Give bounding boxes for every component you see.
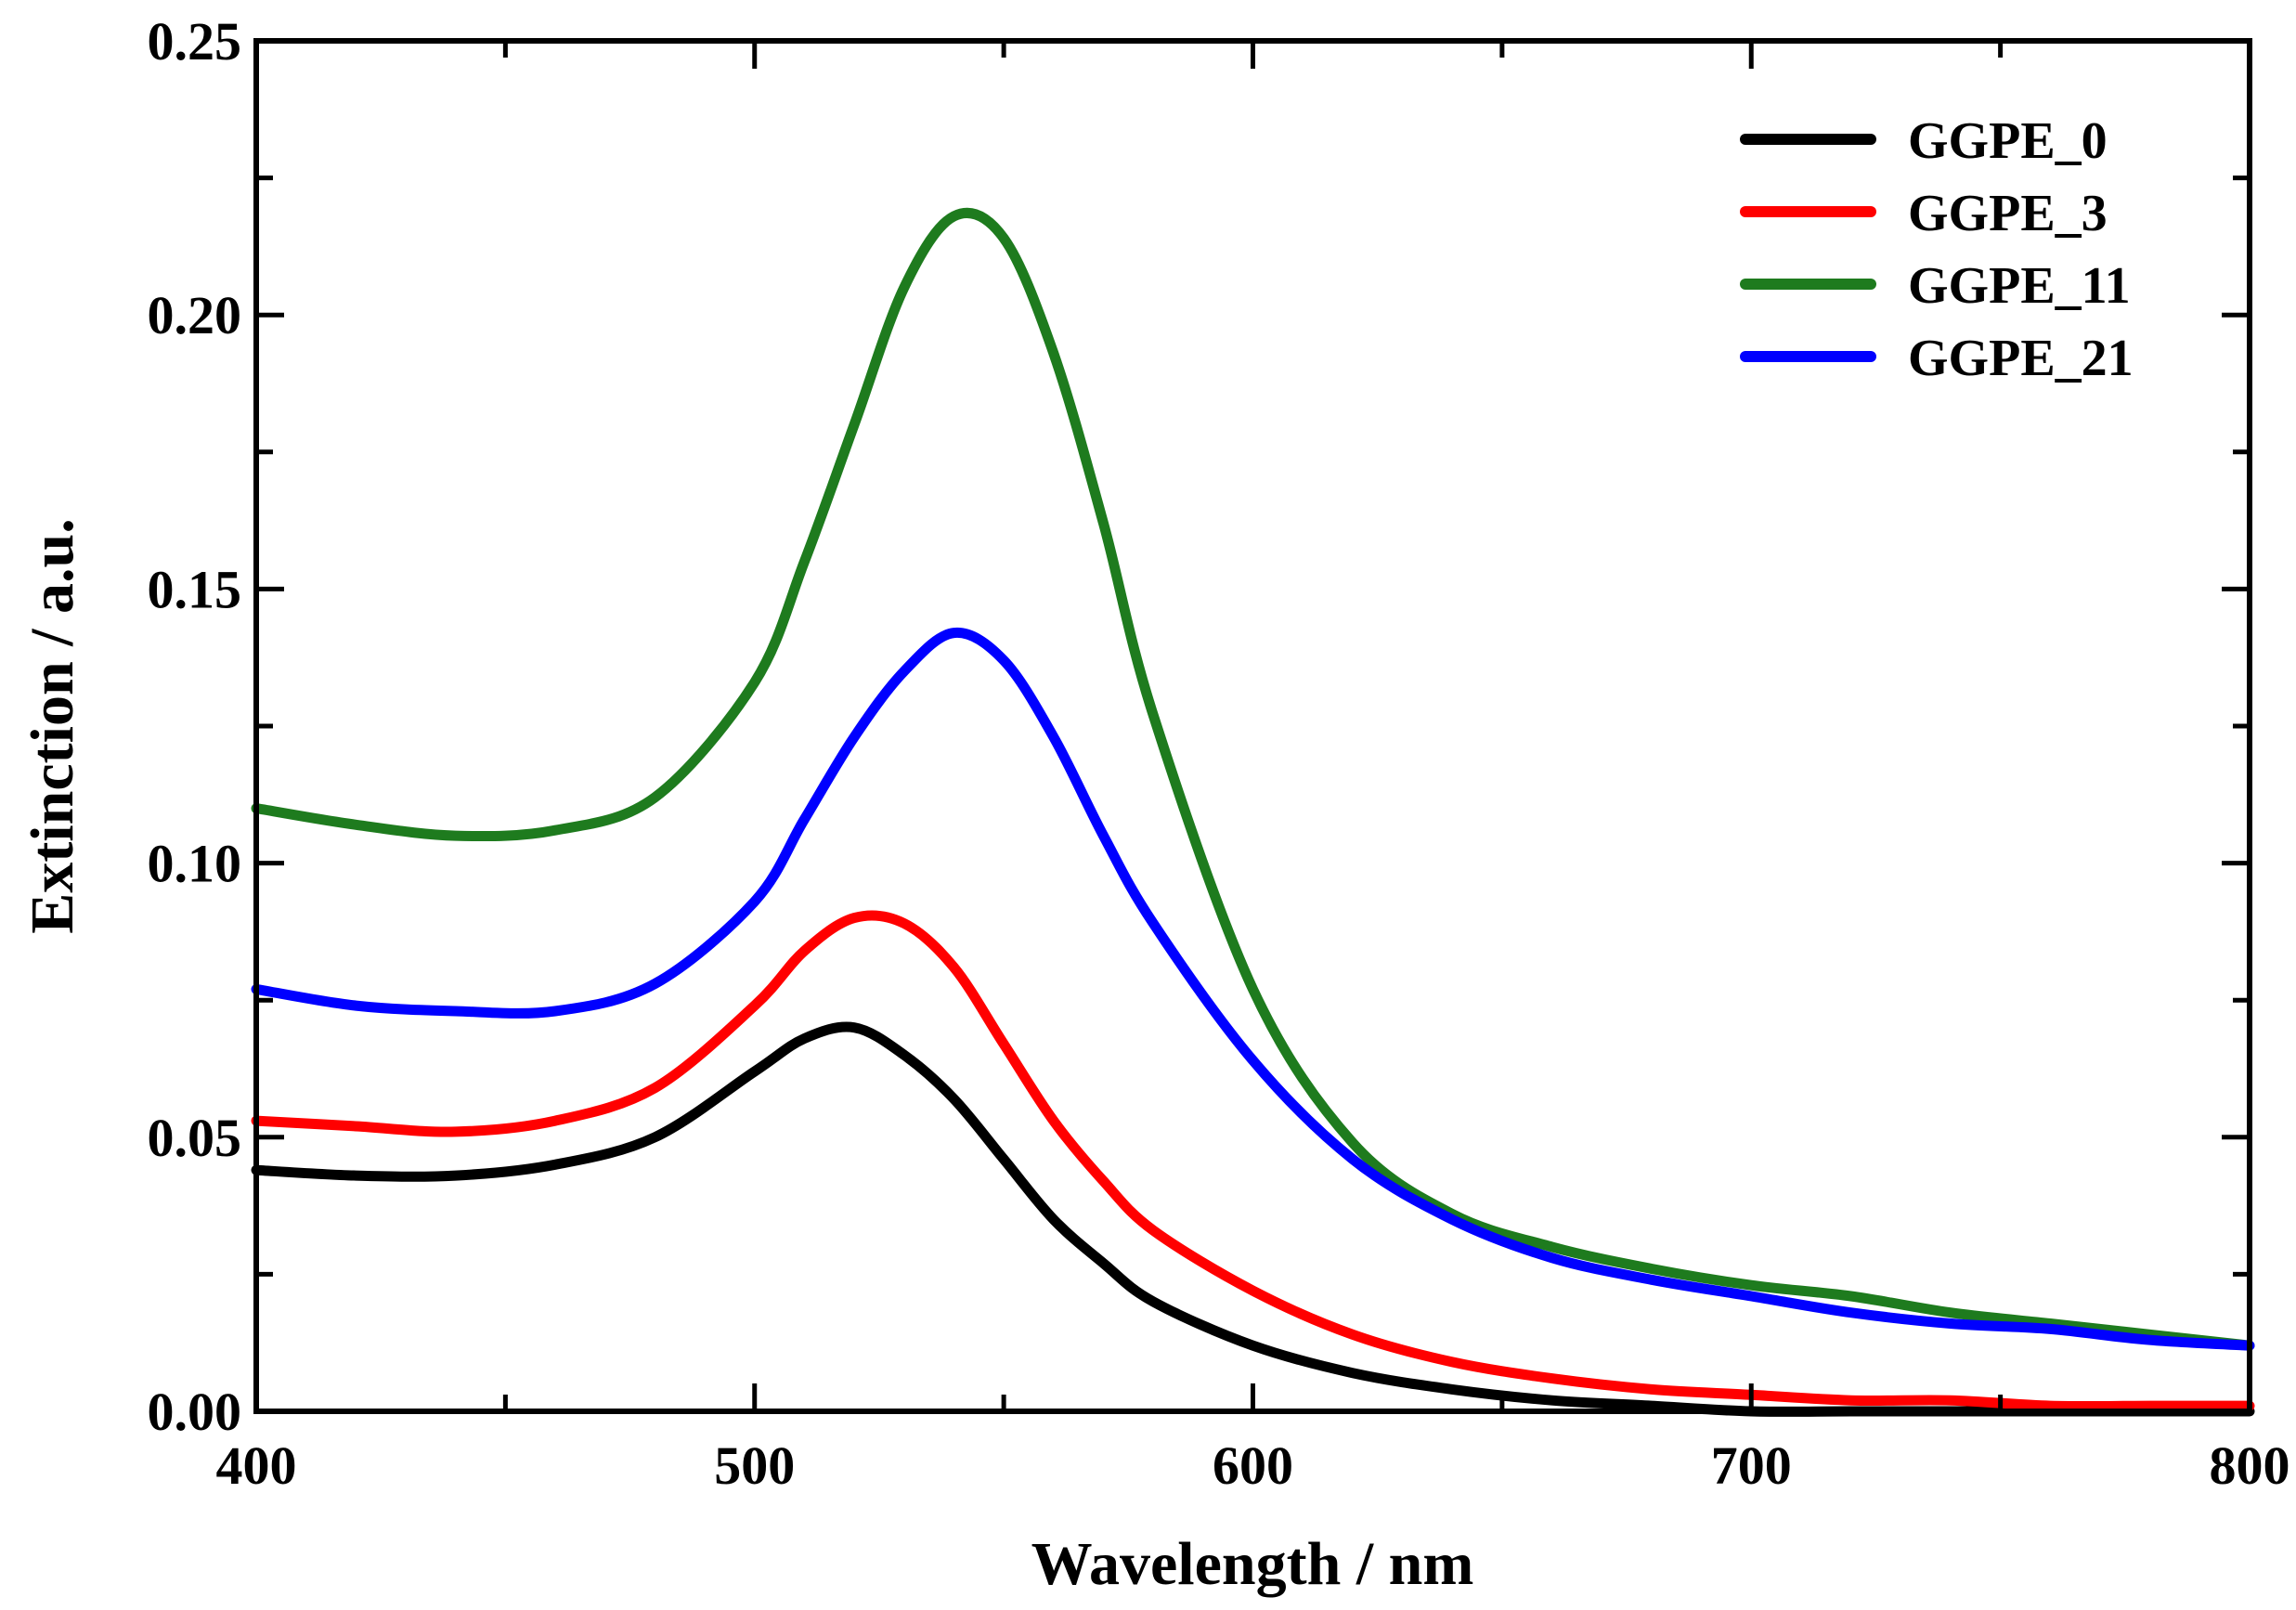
series-line-ggpe-0 (251, 1021, 2255, 1417)
axis-ticks (253, 38, 2252, 1414)
axis-tick-labels: 400 500 600 700 800 0.00 0.05 0.10 0.15 0.20 0.25 (148, 11, 2290, 1496)
y-tick-label: 0.25 (148, 11, 242, 71)
legend: GGPE_0 GGPE_3 GGPE_11 GGPE_21 (1740, 112, 2134, 387)
x-tick-label: 800 (2210, 1435, 2290, 1496)
series-line-ggpe-3 (251, 910, 2255, 1412)
legend-label-ggpe-0: GGPE_0 (1908, 112, 2108, 170)
y-axis-title: Extinction / a.u. (19, 518, 86, 933)
x-axis-title: Wavelength / nm (1031, 1530, 1474, 1598)
y-tick-label: 0.00 (148, 1382, 242, 1442)
legend-label-ggpe-11: GGPE_11 (1908, 257, 2131, 315)
series-line-ggpe-11 (251, 207, 2255, 1351)
x-tick-label: 700 (1711, 1435, 1792, 1496)
y-tick-label: 0.10 (148, 834, 242, 894)
legend-label-ggpe-21: GGPE_21 (1908, 330, 2134, 387)
legend-label-ggpe-3: GGPE_3 (1908, 185, 2108, 242)
x-tick-label: 600 (1213, 1435, 1293, 1496)
y-tick-label: 0.15 (148, 559, 242, 619)
series-layer (251, 207, 2255, 1417)
x-tick-label: 400 (216, 1435, 297, 1496)
y-tick-label: 0.05 (148, 1108, 242, 1168)
y-tick-label: 0.20 (148, 285, 242, 345)
x-tick-label: 500 (714, 1435, 795, 1496)
series-line-ggpe-21 (251, 627, 2255, 1351)
plot-frame (253, 38, 2252, 1414)
